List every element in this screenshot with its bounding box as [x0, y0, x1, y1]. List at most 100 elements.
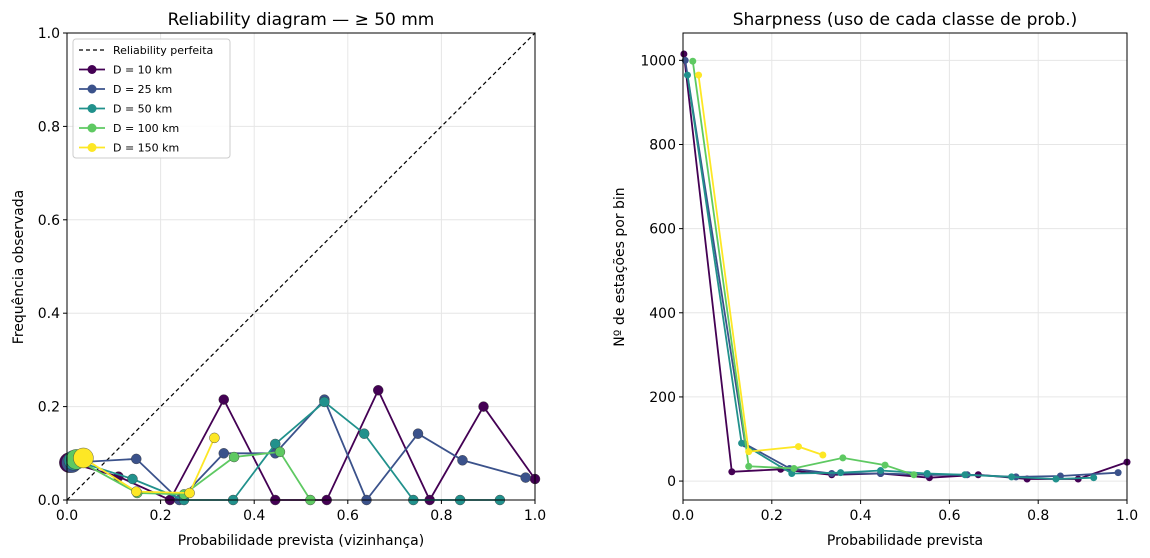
data-point	[745, 462, 753, 470]
legend-label: D = 25 km	[113, 83, 172, 96]
x-tick-label: 1.0	[524, 508, 546, 524]
perfect-reliability-line	[66, 32, 536, 501]
data-point	[738, 439, 746, 447]
legend-entry: D = 25 km	[79, 83, 172, 96]
series-line	[684, 60, 1119, 478]
sharpness-x-axis-label: Probabilidade prevista	[827, 533, 983, 549]
series-line	[683, 53, 1128, 480]
x-tick-label: 1.0	[1116, 508, 1138, 524]
series-d25	[681, 56, 1122, 481]
series-line	[691, 61, 915, 476]
x-tick-label: 0.2	[149, 508, 171, 524]
data-point	[127, 473, 138, 485]
data-point	[274, 446, 286, 458]
data-point	[839, 454, 847, 462]
x-tick-label: 0.4	[243, 508, 265, 524]
y-tick-label: 0	[667, 474, 676, 490]
perfect-diagonal	[66, 32, 536, 501]
y-tick-label: 1.0	[38, 26, 60, 42]
y-tick-label: 200	[649, 390, 676, 406]
data-point	[683, 71, 691, 79]
legend-marker	[87, 84, 97, 94]
legend-label: D = 100 km	[113, 122, 179, 135]
sharpness-x-ticks: 0.0 0.2 0.4 0.6 0.8 1.0	[672, 500, 1138, 524]
data-point	[790, 464, 798, 472]
series-d150	[73, 432, 220, 499]
y-tick-label: 600	[649, 222, 676, 238]
sharpness-chart-title: Sharpness (uso de cada classe de prob.)	[733, 10, 1078, 30]
data-point	[794, 443, 802, 451]
legend-entry: D = 50 km	[79, 103, 172, 116]
x-tick-label: 0.6	[938, 508, 960, 524]
reliability-y-axis-label: Frequência observada	[11, 190, 27, 344]
x-tick-label: 0.6	[337, 508, 359, 524]
data-point	[228, 451, 240, 463]
sharpness-y-axis-label: Nº de estações por bin	[612, 187, 628, 346]
data-point	[1090, 474, 1098, 482]
data-point	[358, 428, 370, 439]
legend-marker	[87, 123, 97, 133]
series-line	[71, 397, 526, 502]
reliability-y-ticks: 0.0 0.2 0.4 0.6 0.8 1.0	[38, 26, 67, 509]
y-tick-label: 0.4	[38, 306, 60, 322]
data-point	[819, 451, 827, 459]
data-point	[131, 486, 142, 497]
data-point	[73, 447, 94, 469]
data-point	[728, 468, 736, 476]
legend-label: D = 150 km	[113, 142, 179, 155]
legend-entry: D = 150 km	[79, 142, 179, 155]
legend-label: D = 50 km	[113, 103, 172, 116]
data-point	[218, 448, 229, 459]
legend-marker	[87, 143, 97, 152]
legend-entry: D = 100 km	[79, 122, 179, 135]
data-point	[373, 385, 384, 396]
x-tick-label: 0.4	[849, 508, 871, 524]
data-point	[131, 453, 142, 465]
x-tick-label: 0.2	[761, 508, 783, 524]
data-point	[1008, 473, 1016, 481]
reliability-x-ticks: 0.0 0.2 0.4 0.6 0.8 1.0	[56, 500, 546, 524]
legend-marker	[87, 65, 97, 74]
legend-entry: Reliability perfeita	[79, 44, 213, 57]
data-point	[910, 471, 918, 479]
data-point	[319, 396, 330, 408]
series-line	[75, 450, 312, 501]
data-point	[218, 394, 229, 405]
series-line	[82, 437, 216, 494]
data-point	[837, 469, 845, 477]
reliability-x-axis-label: Probabilidade prevista (vizinhança)	[178, 533, 424, 549]
y-tick-label: 800	[649, 137, 676, 153]
data-point	[184, 487, 195, 499]
sharpness-plot-frame	[682, 32, 1128, 501]
reliability-plot-frame	[66, 32, 536, 501]
y-tick-label: 0.2	[38, 400, 60, 416]
series-d10	[59, 385, 541, 506]
legend-entry: D = 10 km	[79, 64, 172, 77]
reliability-chart-title: Reliability diagram — ≥ 50 mm	[168, 10, 435, 30]
y-tick-label: 0.8	[38, 119, 60, 135]
sharpness-series-group	[680, 50, 1131, 483]
data-point	[457, 455, 468, 466]
series-line	[697, 74, 824, 456]
x-tick-label: 0.8	[430, 508, 452, 524]
data-point	[961, 471, 969, 479]
data-point	[270, 438, 281, 450]
legend-label: Reliability perfeita	[113, 44, 213, 57]
sharpness-chart: Sharpness (uso de cada classe de prob.) …	[612, 10, 1138, 549]
reliability-series-group	[59, 385, 541, 506]
data-point	[923, 469, 931, 477]
legend-box	[72, 38, 231, 159]
data-point	[881, 461, 889, 469]
data-point	[412, 428, 424, 439]
data-point	[1052, 475, 1060, 483]
sharpness-grid	[682, 33, 1128, 500]
data-point	[209, 432, 220, 444]
series-d10	[680, 50, 1131, 483]
series-d150	[695, 71, 827, 459]
y-tick-label: 0.6	[38, 213, 60, 229]
data-point	[680, 50, 688, 58]
data-point	[478, 401, 489, 412]
series-line	[686, 74, 1094, 480]
y-tick-label: 0.0	[38, 493, 60, 509]
